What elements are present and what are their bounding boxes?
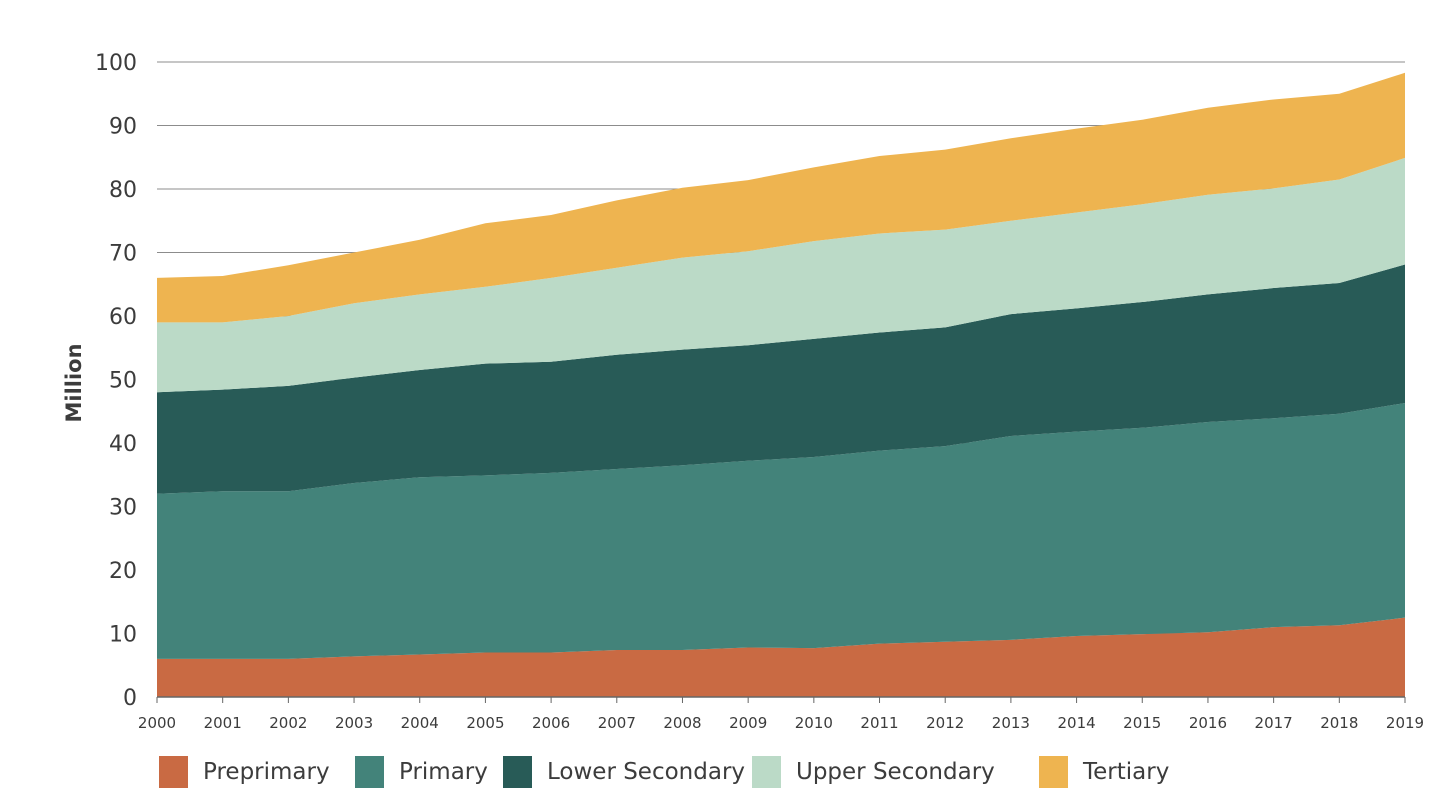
legend-label-tertiary: Tertiary <box>1082 759 1169 785</box>
y-tick-label: 80 <box>109 178 137 203</box>
y-tick-label: 60 <box>109 305 137 330</box>
y-tick-label: 50 <box>109 369 137 394</box>
legend-label-lower-secondary: Lower Secondary <box>547 759 745 785</box>
x-tick-label: 2000 <box>138 714 176 732</box>
y-axis-label: Million <box>62 343 86 422</box>
x-tick-label: 2019 <box>1386 714 1424 732</box>
x-tick-label: 2012 <box>926 714 964 732</box>
legend-label-primary: Primary <box>399 759 488 785</box>
x-tick-label: 2011 <box>860 714 898 732</box>
legend-swatch-lower-secondary <box>503 756 532 788</box>
x-tick-label: 2007 <box>598 714 636 732</box>
area-primary <box>157 403 1405 659</box>
y-axis-ticks: 0 10 20 30 40 50 60 70 80 90 100 <box>95 51 137 711</box>
area-series <box>157 72 1405 697</box>
y-tick-label: 30 <box>109 496 137 521</box>
x-tick-label: 2006 <box>532 714 570 732</box>
legend-swatch-preprimary <box>159 756 188 788</box>
legend-label-upper-secondary: Upper Secondary <box>796 759 995 785</box>
y-tick-label: 20 <box>109 559 137 584</box>
x-tick-label: 2017 <box>1255 714 1293 732</box>
x-tick-label: 2014 <box>1057 714 1095 732</box>
legend-swatch-upper-secondary <box>752 756 781 788</box>
x-tick-label: 2005 <box>466 714 504 732</box>
x-tick-label: 2003 <box>335 714 373 732</box>
x-tick-label: 2013 <box>992 714 1030 732</box>
x-tick-label: 2008 <box>663 714 701 732</box>
area-lower-secondary <box>157 264 1405 494</box>
x-tick-label: 2016 <box>1189 714 1227 732</box>
x-tick-label: 2004 <box>401 714 439 732</box>
area-preprimary <box>157 617 1405 697</box>
y-tick-label: 40 <box>109 432 137 457</box>
y-tick-label: 0 <box>123 686 137 711</box>
area-upper-secondary <box>157 157 1405 393</box>
x-tick-label: 2010 <box>795 714 833 732</box>
area-tertiary <box>157 72 1405 323</box>
x-tick-label: 2009 <box>729 714 767 732</box>
x-tick-label: 2002 <box>269 714 307 732</box>
x-tick-label: 2001 <box>204 714 242 732</box>
legend: Preprimary Primary Lower Secondary Upper Se… <box>159 756 1169 788</box>
x-axis: 2000 2001 2002 2003 2004 2005 2006 2007 2008 2009… <box>138 696 1424 732</box>
x-tick-label: 2015 <box>1123 714 1161 732</box>
y-tick-label: 90 <box>109 115 137 140</box>
legend-swatch-tertiary <box>1039 756 1068 788</box>
legend-label-preprimary: Preprimary <box>203 759 330 785</box>
legend-swatch-primary <box>355 756 384 788</box>
y-tick-label: 70 <box>109 242 137 267</box>
x-tick-label: 2018 <box>1320 714 1358 732</box>
y-tick-label: 10 <box>109 623 137 648</box>
y-tick-label: 100 <box>95 51 137 76</box>
